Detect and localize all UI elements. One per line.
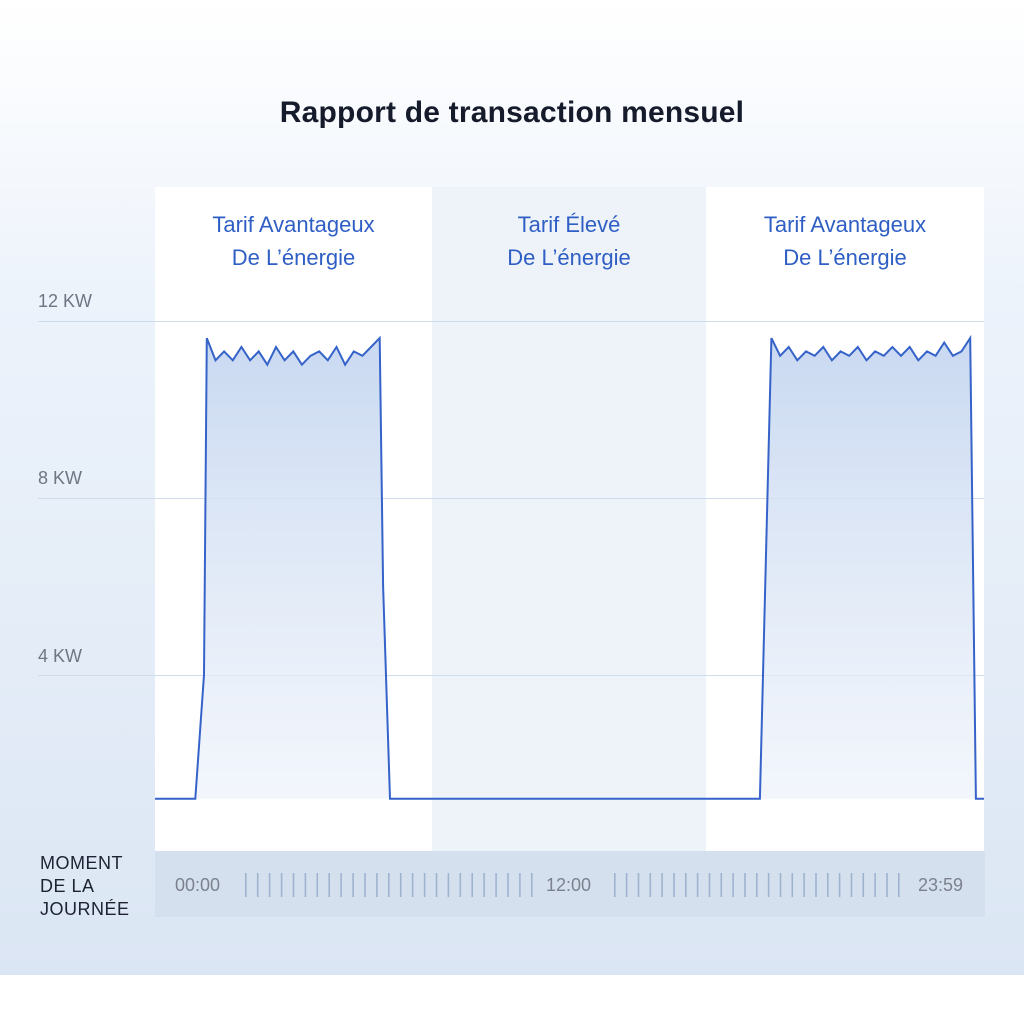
zone-label-line: De L’énergie	[231, 245, 356, 270]
x-axis-title-line: MOMENT	[40, 853, 123, 873]
chart-title: Rapport de transaction mensuel	[279, 96, 745, 129]
zone-label-line: De L’énergie	[783, 245, 907, 270]
zone-label-2: Tarif Élevé De L’énergie	[432, 208, 706, 274]
x-tick-label-end: 23:59	[918, 875, 964, 895]
gridline-4kw	[38, 675, 984, 676]
y-tick-label: 8 KW	[38, 468, 83, 488]
zone-label-line: Tarif Élevé	[517, 212, 621, 237]
zone-label-line: Tarif Avantageux	[763, 212, 927, 237]
power-area-fill	[155, 338, 984, 799]
zone-label-3: Tarif Avantageux De L’énergie	[706, 208, 984, 274]
x-tick-label-start: 00:00	[175, 875, 221, 895]
zone-label-line: De L’énergie	[507, 245, 631, 270]
x-axis-title: MOMENT DE LA JOURNÉE	[40, 852, 130, 921]
x-axis-title-line: JOURNÉE	[40, 899, 130, 919]
x-axis-title-line: DE LA	[40, 876, 95, 896]
zone-label-line: Tarif Avantageux	[212, 212, 375, 237]
y-tick-label: 12 KW	[38, 291, 93, 311]
zone-label-1: Tarif Avantageux De L’énergie	[155, 208, 432, 274]
zone-panel-2	[432, 187, 706, 851]
x-tick-label-mid: 12:00	[546, 875, 592, 895]
y-tick-label: 4 KW	[38, 646, 83, 666]
power-series-line	[155, 334, 984, 800]
gridline-12kw	[38, 321, 984, 322]
gridline-8kw	[38, 498, 984, 499]
